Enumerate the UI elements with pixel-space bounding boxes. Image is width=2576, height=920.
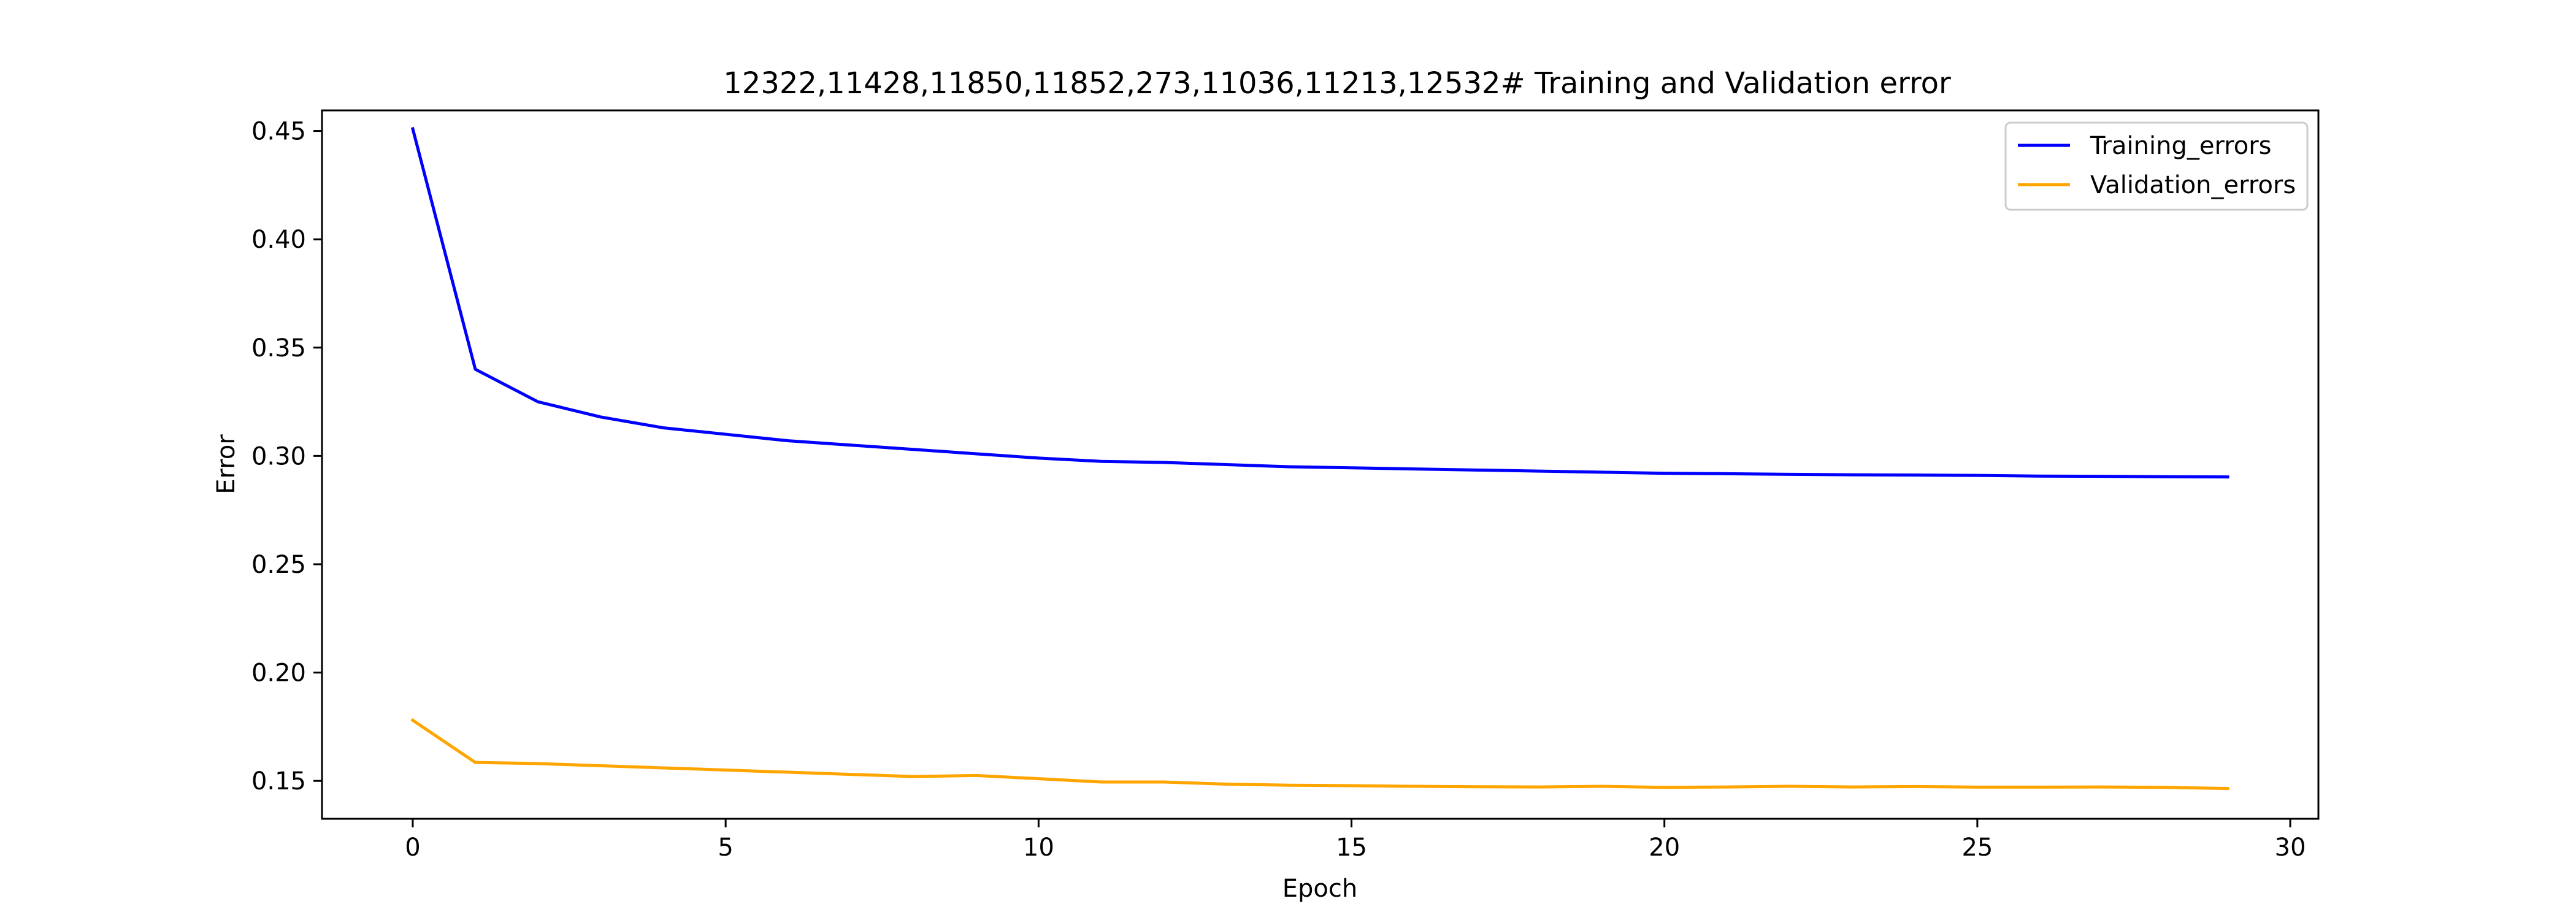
x-tick-label: 15 (1336, 834, 1367, 862)
y-axis: 0.15 0.20 0.25 0.30 0.35 0.40 0.45 (251, 118, 322, 795)
x-tick-label: 10 (1023, 834, 1054, 862)
legend-label: Training_errors (2090, 132, 2272, 160)
x-axis: 0 5 10 15 20 25 30 (405, 819, 2306, 862)
y-tick-label: 0.20 (251, 659, 306, 688)
legend: Training_errors Validation_errors (2004, 121, 2309, 211)
chart-title: 12322,11428,11850,11852,273,11036,11213,… (723, 66, 1951, 101)
x-tick-label: 25 (1961, 834, 1993, 862)
series-line-training-errors (410, 126, 2229, 479)
y-tick-label: 0.15 (251, 767, 306, 795)
legend-frame (2004, 121, 2309, 211)
y-tick-label: 0.40 (251, 226, 306, 254)
plot-area (321, 109, 2320, 820)
y-tick-label: 0.45 (251, 118, 306, 146)
y-tick-label: 0.30 (251, 442, 306, 470)
x-tick-label: 0 (405, 834, 420, 862)
plot-frame (321, 109, 2320, 820)
y-tick-label: 0.25 (251, 551, 306, 579)
series-layer (410, 126, 2229, 791)
x-axis-label: Epoch (1282, 875, 1357, 903)
x-tick-label: 20 (1649, 834, 1680, 862)
x-tick-label: 30 (2275, 834, 2306, 862)
x-tick-label: 5 (718, 834, 733, 862)
y-tick-label: 0.35 (251, 334, 306, 362)
legend-label: Validation_errors (2090, 171, 2296, 199)
y-axis-label: Error (212, 434, 240, 494)
series-line-validation-errors (410, 718, 2229, 791)
